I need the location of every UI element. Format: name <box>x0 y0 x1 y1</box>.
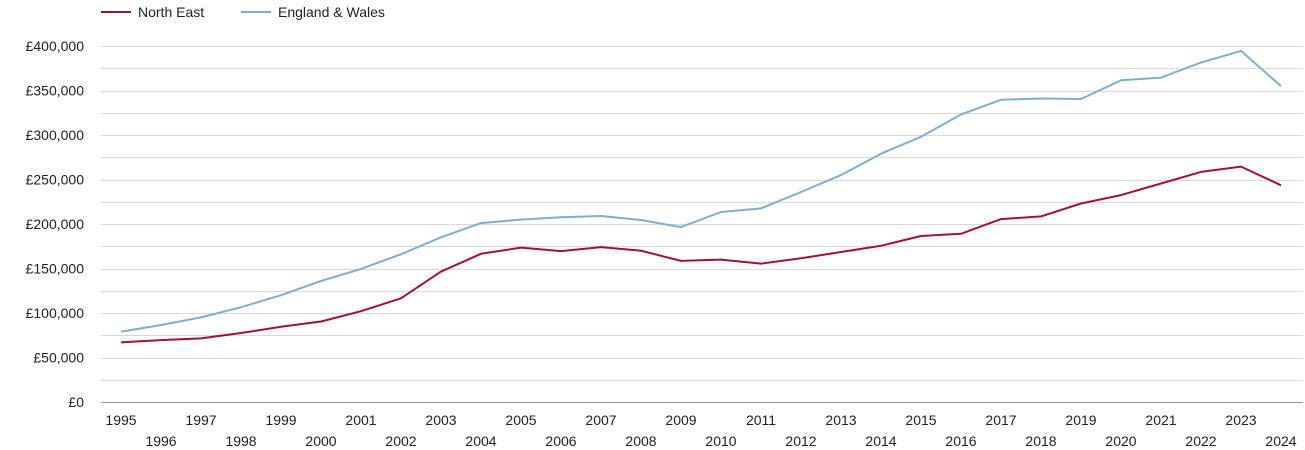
x-tick-label: 2011 <box>746 412 776 428</box>
grid <box>101 46 1303 403</box>
y-tick-label: £100,000 <box>26 305 85 321</box>
x-tick-label: 2005 <box>505 412 536 428</box>
y-tick-label: £150,000 <box>26 261 85 277</box>
legend-label-england-wales: England & Wales <box>278 4 385 20</box>
y-tick-label: £200,000 <box>26 216 85 232</box>
legend-label-north-east: North East <box>138 4 204 20</box>
x-tick-label: 2019 <box>1065 412 1096 428</box>
x-tick-label: 1995 <box>105 412 136 428</box>
series-line-north-east <box>120 165 1282 344</box>
x-tick-label: 2002 <box>385 433 416 449</box>
x-tick-label: 2009 <box>665 412 696 428</box>
x-tick-label: 2003 <box>425 412 456 428</box>
x-tick-label: 2021 <box>1145 412 1176 428</box>
x-tick-label: 2000 <box>305 433 336 449</box>
x-tick-label: 2006 <box>545 433 576 449</box>
y-tick-label: £350,000 <box>26 83 85 99</box>
x-tick-label: 2013 <box>825 412 856 428</box>
x-tick-label: 2017 <box>985 412 1016 428</box>
x-tick-label: 2014 <box>865 433 896 449</box>
x-tick-label: 2024 <box>1265 433 1296 449</box>
legend: North East England & Wales <box>101 4 385 20</box>
x-tick-label: 2018 <box>1025 433 1056 449</box>
x-tick-label: 2016 <box>945 433 976 449</box>
x-tick-label: 1996 <box>145 433 176 449</box>
series-lines <box>120 49 1282 344</box>
x-tick-label: 2012 <box>785 433 816 449</box>
series-line-england-wales <box>120 49 1282 333</box>
y-axis-tick-labels: £0 £50,000 £100,000 £150,000 £200,000 £250,00… <box>26 38 85 410</box>
x-tick-label: 2001 <box>345 412 376 428</box>
y-tick-label: £50,000 <box>33 350 84 366</box>
y-tick-label: £400,000 <box>26 38 85 54</box>
x-tick-label: 2004 <box>465 433 496 449</box>
x-tick-label: 2023 <box>1225 412 1256 428</box>
x-tick-label: 2008 <box>625 433 656 449</box>
y-tick-label: £250,000 <box>26 172 85 188</box>
x-axis-tick-labels: 1995 1996 1997 1998 1999 2000 2001 2002 2003 2004… <box>105 412 1296 449</box>
y-tick-label: £0 <box>68 394 84 410</box>
x-tick-label: 2007 <box>585 412 616 428</box>
y-tick-label: £300,000 <box>26 127 85 143</box>
x-tick-label: 2015 <box>905 412 936 428</box>
x-tick-label: 2022 <box>1185 433 1216 449</box>
x-tick-label: 2020 <box>1105 433 1136 449</box>
x-tick-label: 1998 <box>225 433 256 449</box>
x-tick-label: 1997 <box>185 412 216 428</box>
x-tick-label: 1999 <box>265 412 296 428</box>
x-tick-label: 2010 <box>705 433 736 449</box>
